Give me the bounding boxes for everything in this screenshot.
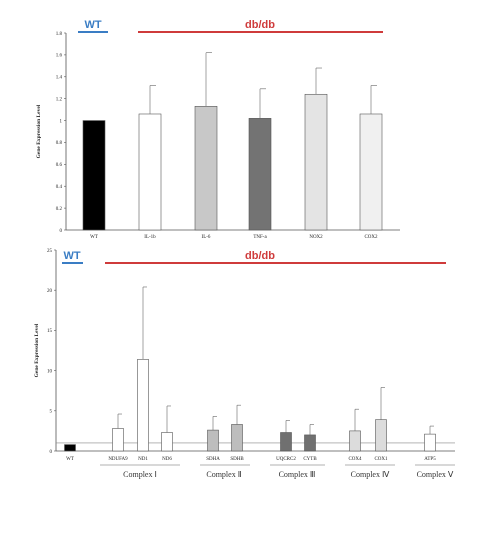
x-tick-label-cox1: COX1	[374, 457, 388, 462]
y-tick-label: 0.2	[56, 207, 63, 212]
x-tick-label-uqcrc2: UQCRC2	[276, 457, 296, 462]
bar-atp5	[424, 433, 436, 452]
x-tick-label-il-1b: IL-1b	[144, 235, 156, 240]
bar-wt	[64, 444, 76, 452]
x-tick-label-tnf-a: TNF-a	[253, 235, 267, 240]
group-label-dbdb: db/db	[245, 250, 275, 262]
y-tick-label: 0.6	[56, 163, 63, 168]
x-tick-label-il-6: IL-6	[202, 235, 211, 240]
x-tick-label-nox2: NOX2	[309, 235, 323, 240]
complex-label-4: Complex Ⅳ	[351, 470, 390, 479]
bar-tnf-a	[248, 118, 272, 231]
bar-il-1b	[138, 113, 162, 231]
y-tick-label: 10	[47, 369, 53, 374]
bar-wt	[82, 120, 106, 231]
y-tick-label: 15	[47, 329, 53, 334]
bar-uqcrc2	[280, 432, 292, 452]
bar-nd1	[137, 359, 149, 452]
group-label-dbdb: db/db	[245, 19, 275, 31]
y-tick-label: 0.8	[56, 141, 63, 146]
bar-cox4	[349, 430, 361, 452]
bar-nox2	[304, 93, 328, 231]
y-tick-label: 1.4	[56, 76, 63, 81]
y-tick-label: 5	[50, 410, 53, 415]
y-tick-label: 20	[47, 289, 53, 294]
bar-cox1	[375, 419, 387, 452]
x-tick-label-nd6: ND6	[162, 457, 172, 462]
bar-ndufa9	[112, 428, 124, 452]
x-tick-label-nd1: ND1	[138, 457, 148, 462]
bar-nd6	[161, 432, 173, 452]
y-tick-label: 1.2	[56, 97, 63, 102]
y-tick-label: 1	[60, 119, 63, 124]
bar-sdhb	[231, 424, 243, 452]
x-tick-label-cox4: COX4	[348, 457, 362, 462]
x-tick-label-sdha: SDHA	[206, 457, 220, 462]
y-tick-label: 0.4	[56, 185, 63, 190]
complex-label-3: Complex Ⅲ	[279, 470, 316, 479]
y-axis-label: Gene Expression Level	[34, 323, 40, 377]
x-tick-label-atp5: ATP5	[424, 457, 436, 462]
chart-cytokine-expression: 0 0.2 0.4 0.6 0.8 1 1.2 1.4 1.6 1.8 Gene Expressio…	[36, 19, 400, 240]
bar-il-6	[194, 106, 218, 231]
x-tick-label-wt: WT	[66, 457, 74, 462]
bar-cytb	[304, 434, 316, 452]
x-tick-label-ndufa9: NDUFA9	[108, 457, 128, 462]
complex-label-1: Complex Ⅰ	[123, 470, 157, 479]
x-tick-label-cytb: CYTB	[303, 457, 317, 462]
y-tick-label: 1.6	[56, 54, 63, 59]
y-axis-label: Gene Expression Level	[36, 104, 42, 158]
bar-sdha	[207, 429, 219, 452]
y-tick-label: 0	[50, 450, 53, 455]
complex-label-5: Complex Ⅴ	[417, 470, 454, 479]
complex-label-2: Complex Ⅱ	[206, 470, 241, 479]
x-tick-label-wt: WT	[90, 235, 98, 240]
y-tick-label: 0	[60, 229, 63, 234]
bar-cox2	[359, 113, 383, 231]
chart-mitochondrial-expression: 0 5 10 15 20 25 Gene Expression Level WT NDUFA9 N…	[34, 249, 455, 479]
y-tick-label: 25	[47, 249, 53, 254]
group-label-wt: WT	[84, 19, 101, 31]
x-tick-label-sdhb: SDHB	[230, 457, 244, 462]
group-label-wt: WT	[63, 250, 80, 262]
x-tick-label-cox2: COX2	[364, 235, 378, 240]
y-tick-label: 1.8	[56, 32, 63, 37]
